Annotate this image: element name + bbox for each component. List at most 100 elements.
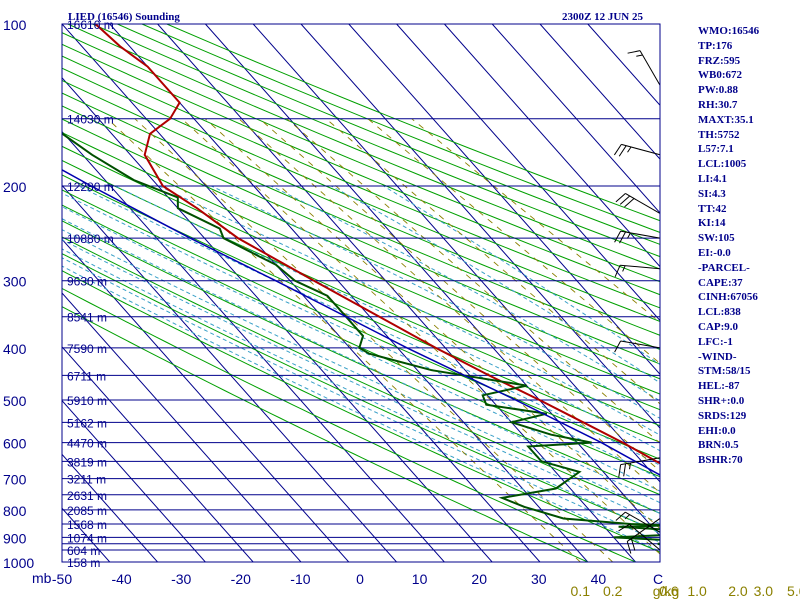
wind-barb — [618, 523, 661, 551]
height-label: 6711 m — [67, 369, 106, 383]
index-entry: LI:4.1 — [698, 172, 728, 185]
isotherm-line — [62, 346, 254, 562]
height-label: 9630 m — [67, 275, 107, 289]
index-entry: CAP:9.0 — [698, 320, 739, 333]
pressure-tick-label: 900 — [3, 530, 27, 546]
height-label: 3211 m — [67, 473, 106, 487]
wind-barbs — [613, 50, 661, 554]
mixing-ratio-label: g/kg — [653, 583, 679, 599]
isotherm-line — [539, 24, 660, 160]
pressure-tick-label: 800 — [3, 503, 27, 519]
pressure-tick-label: 100 — [3, 17, 27, 33]
mixing-ratio-line — [107, 118, 581, 562]
wind-barb — [615, 193, 661, 214]
isotherm-line — [62, 453, 159, 562]
mixing-ratio-label: 2.0 — [728, 583, 748, 599]
temperature-tick-label: -40 — [111, 571, 131, 587]
temperature-tick-label: -20 — [231, 571, 251, 587]
dry-adiabat-line — [62, 189, 660, 460]
moist-adiabat-line — [78, 185, 660, 466]
height-label: 12280 m — [67, 180, 114, 194]
temperature-tick-label: C — [653, 571, 663, 587]
dry-adiabat-line — [62, 131, 660, 395]
plot-frame — [61, 23, 661, 563]
height-label: 4470 m — [67, 437, 107, 451]
index-entry: WB0:672 — [698, 69, 742, 82]
index-entry: RH:30.7 — [698, 98, 738, 111]
isotherm-line — [444, 24, 660, 268]
index-entry: EI:-0.0 — [698, 246, 731, 259]
wind-barb — [614, 340, 661, 353]
height-label: 2085 m — [67, 504, 107, 518]
pressure-tick-label: 600 — [3, 436, 27, 452]
isotherm-line — [109, 24, 589, 562]
isotherm-line — [300, 24, 660, 429]
dry-adiabat-line — [62, 118, 660, 380]
dry-adiabat-line — [62, 32, 660, 283]
mixing-ratio-line — [238, 118, 660, 494]
height-label: 1074 m — [67, 531, 107, 545]
pressure-unit-label: mb — [32, 570, 52, 586]
index-entry: KI:14 — [698, 217, 726, 230]
dewpoint-profile-line — [62, 132, 660, 546]
height-label: 3819 m — [67, 455, 107, 469]
temperature-tick-label: 40 — [591, 571, 607, 587]
dry-adiabat-line — [62, 67, 660, 322]
mixing-ratio-line — [286, 118, 660, 444]
pressure-tick-label: 400 — [3, 341, 27, 357]
wind-barb — [614, 264, 661, 278]
wind-barb — [613, 143, 661, 157]
height-label: 2631 m — [67, 489, 107, 503]
isotherm-line — [348, 24, 660, 376]
dry-adiabat-line — [62, 236, 660, 514]
mixing-ratio-label: 3.0 — [754, 583, 774, 599]
index-entry: STM:58/15 — [698, 365, 751, 378]
temperature-tick-label: 20 — [471, 571, 487, 587]
index-entry: PW:0.88 — [698, 84, 739, 97]
temperature-profile-line — [94, 24, 660, 465]
dry-adiabat-line — [62, 204, 660, 478]
isotherm-line — [62, 130, 446, 562]
dry-adiabat-line — [62, 220, 660, 496]
height-label: 5162 m — [67, 416, 107, 430]
dry-adiabat-line — [62, 79, 660, 336]
height-label: 1568 m — [67, 518, 107, 532]
wind-barb — [614, 230, 661, 244]
mixing-ratio-label: 5.0 — [787, 583, 800, 599]
height-label: 10880 m — [67, 232, 114, 246]
pressure-tick-label: 1000 — [3, 555, 34, 571]
chart-header-title: LIED (16546) Sounding — [68, 11, 180, 23]
pressure-tick-label: 300 — [3, 274, 27, 290]
index-entry: BRN:0.5 — [698, 439, 739, 452]
dry-adiabat-line — [62, 159, 660, 427]
moist-adiabat-line — [62, 192, 660, 480]
isotherm-line — [62, 399, 207, 562]
index-entry: HEL:-87 — [698, 380, 740, 393]
height-label: 14030 m — [67, 113, 114, 127]
index-entry: TP:176 — [698, 39, 733, 52]
moist-adiabat-line — [62, 229, 660, 515]
index-entry: WMO:16546 — [698, 25, 760, 37]
index-entry: -WIND- — [698, 350, 737, 363]
index-panel: WMO:16546 TP:176 FRZ:595 WB0:672 PW:0.88 RH:3… — [698, 24, 759, 468]
isotherm-line — [62, 184, 398, 562]
moist-adiabat-line — [331, 185, 660, 384]
mixing-ratio-label: 0.2 — [603, 583, 623, 599]
dry-adiabat-line — [62, 105, 660, 365]
index-entry: BSHR:70 — [698, 454, 743, 467]
dry-adiabat-line — [62, 92, 660, 351]
wind-barb — [618, 457, 661, 478]
index-entry: SW:105 — [698, 232, 735, 245]
index-entry: TT:42 — [698, 202, 727, 215]
temperature-tick-label: -30 — [171, 571, 191, 587]
index-entry: MAXT:35.1 — [698, 113, 754, 126]
height-label: 8541 m — [67, 311, 107, 325]
index-entry: EHI:0.0 — [698, 424, 736, 437]
temperature-tick-label: 0 — [356, 571, 364, 587]
isotherm-line — [62, 24, 541, 562]
index-entry: TH:5752 — [698, 128, 740, 141]
index-entry: FRZ:595 — [698, 54, 741, 67]
wind-barb — [615, 511, 661, 533]
